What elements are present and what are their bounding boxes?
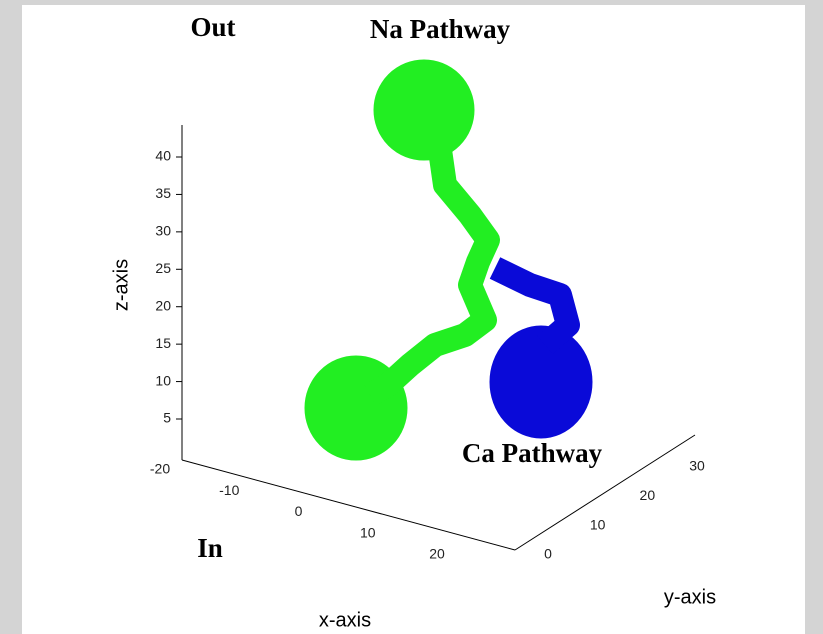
label-out: Out	[190, 12, 235, 42]
label-ca-pathway: Ca Pathway	[462, 438, 603, 468]
y-tick-label: 20	[640, 487, 656, 503]
y-tick-label: 0	[544, 546, 552, 562]
y-axis-title: y-axis	[664, 586, 716, 608]
label-in: In	[197, 533, 223, 563]
z-tick-label: 40	[155, 148, 171, 164]
y-axis-line	[514, 434, 696, 551]
z-tick-label: 15	[155, 335, 171, 351]
na-pathway-shape	[304, 59, 500, 461]
x-tick-label: -10	[219, 482, 239, 498]
y-tick-label: 10	[590, 516, 606, 532]
z-tick-label: 30	[155, 223, 171, 239]
y-tick-label: 30	[689, 458, 705, 474]
z-tick-label: 10	[155, 372, 171, 388]
z-tick-label: 35	[155, 185, 171, 201]
x-tick-label: 10	[360, 524, 376, 540]
ca-pathway-shape	[489, 257, 593, 439]
z-tick-label: 5	[163, 410, 171, 426]
x-tick-label: 20	[429, 546, 445, 562]
z-tick-label: 20	[155, 297, 171, 313]
x-tick-label: 0	[295, 503, 303, 519]
label-na-pathway: Na Pathway	[370, 14, 511, 44]
z-tick-label: 25	[155, 260, 171, 276]
x-axis-line	[181, 459, 516, 551]
z-axis-title: z-axis	[110, 259, 132, 311]
x-tick-label: -20	[150, 461, 170, 477]
x-axis-title: x-axis	[319, 609, 371, 631]
